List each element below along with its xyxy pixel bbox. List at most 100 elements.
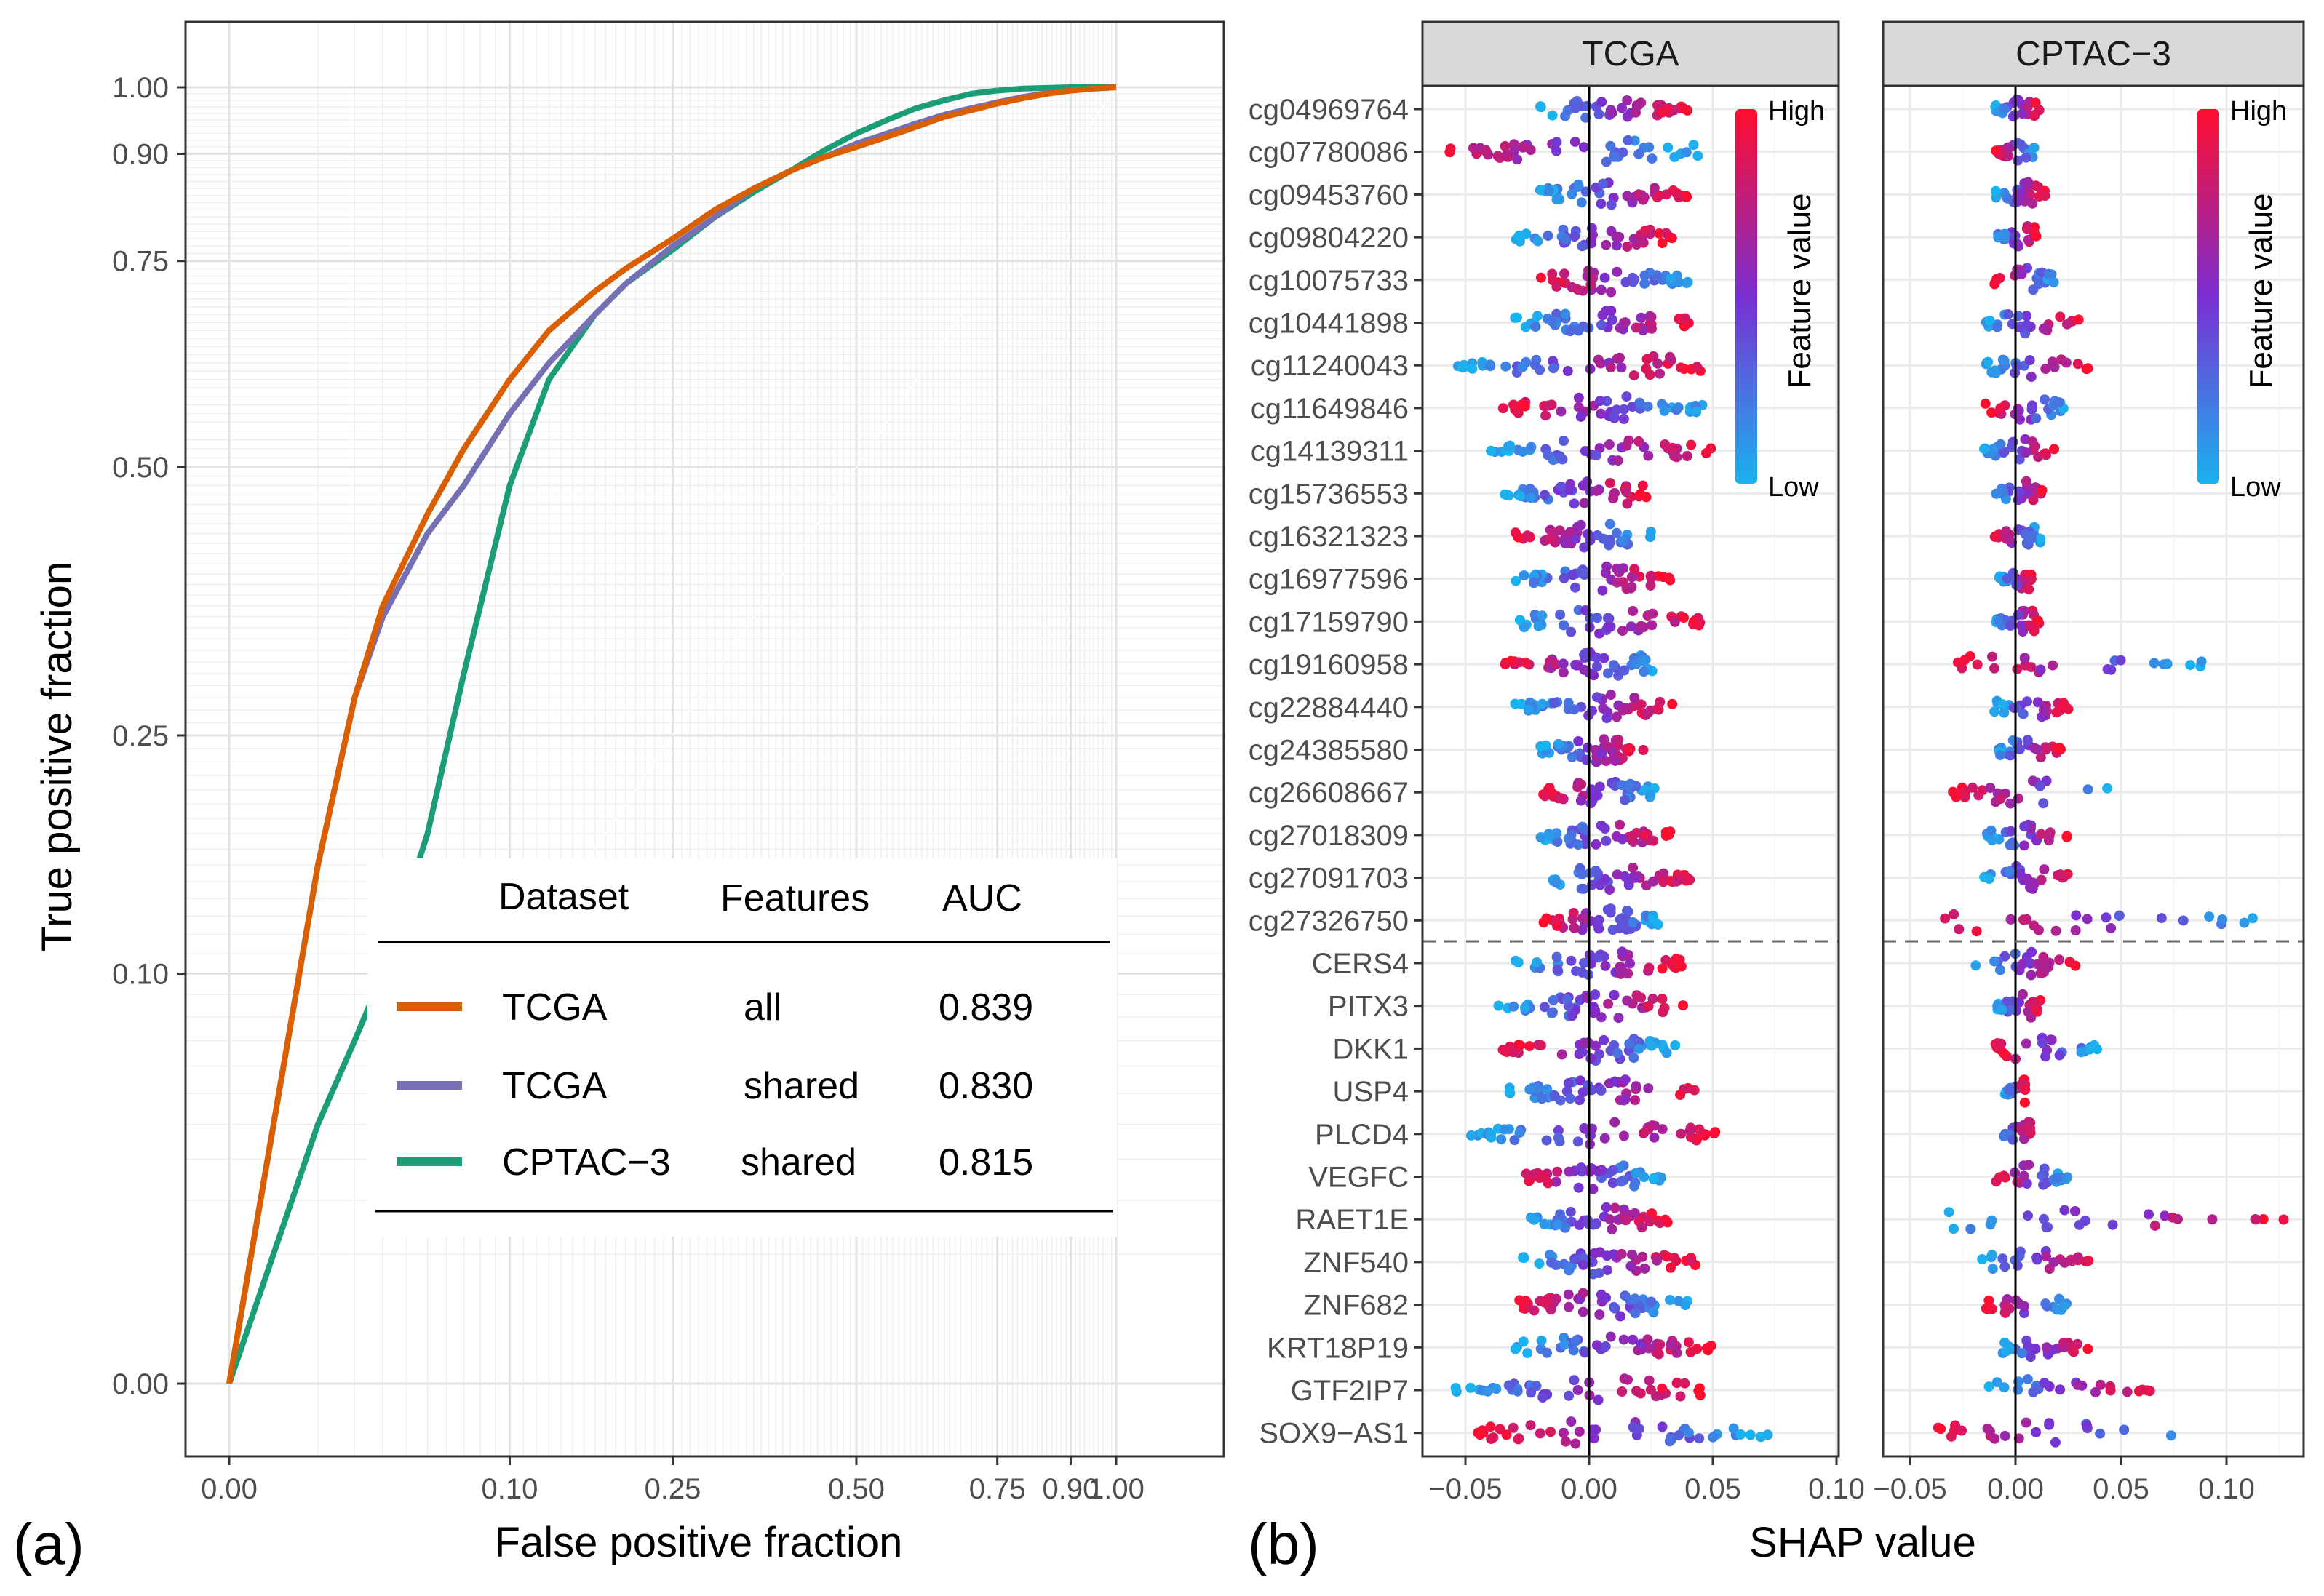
shap-point [2005, 750, 2015, 761]
shap-point [1689, 1085, 1700, 1096]
shap-point [1611, 240, 1622, 251]
shap-point [1513, 657, 1524, 668]
shap-point [2021, 223, 2032, 234]
shap-point [1989, 663, 1999, 674]
shap-point [2032, 615, 2043, 626]
shap-point [1599, 1133, 1610, 1144]
shap-point [1555, 1209, 1566, 1220]
shap-point [1607, 1224, 1617, 1234]
colorbar-tcga-high: High [1768, 96, 1825, 127]
shap-point [1514, 1128, 1525, 1138]
shap-point [1940, 913, 1951, 924]
shap-point [2069, 1206, 2080, 1216]
colorbar-cptac: High Low Feature value [2197, 96, 2287, 503]
shap-point [2072, 1379, 2083, 1390]
shap-x-tick-label: 0.00 [1987, 1473, 2044, 1505]
roc-x-axis-title: False positive fraction [495, 1519, 903, 1566]
shap-point [1655, 368, 1666, 379]
shap-point [1642, 401, 1653, 412]
shap-point [1503, 1380, 1514, 1391]
shap-point [1591, 839, 1601, 850]
shap-point [1629, 693, 1640, 703]
shap-point [1518, 141, 1529, 152]
shap-point [1529, 1305, 1540, 1316]
shap-point [1618, 1095, 1629, 1106]
shap-point [2144, 1209, 2154, 1220]
shap-point [2081, 364, 2092, 375]
shap-point [1535, 1428, 1545, 1439]
shap-point [1652, 358, 1663, 369]
shap-point [2122, 1386, 2133, 1397]
shap-point [1671, 452, 1682, 463]
shap-point [1695, 1390, 1706, 1401]
shap-point [2031, 997, 2042, 1008]
shap-point [1609, 989, 1620, 1000]
shap-point [1591, 450, 1601, 460]
shap-point [1563, 698, 1574, 709]
shap-point [1634, 397, 1645, 408]
shap-point [1606, 306, 1617, 316]
shap-point [1639, 666, 1650, 677]
shap-point [2095, 1428, 2106, 1439]
shap-point [1992, 274, 2003, 285]
shap-point [1745, 1429, 1756, 1440]
shap-point [1639, 1263, 1650, 1274]
shap-point [1567, 188, 1577, 199]
shap-point [1997, 1005, 2007, 1016]
feature-label: USP4 [1333, 1076, 1409, 1108]
shap-point [2027, 198, 2038, 209]
shap-point [1589, 1248, 1600, 1258]
shap-point [1630, 872, 1641, 883]
shap-point [2062, 319, 2072, 330]
shap-point [2011, 361, 2022, 372]
shap-point [1694, 1433, 1705, 1444]
shap-point [1577, 869, 1588, 880]
shap-point [1636, 97, 1647, 108]
shap-point [2040, 394, 2050, 405]
shap-points [1444, 95, 2289, 1449]
shap-x-tick-labels: −0.05 0.00 0.05 0.10 −0.05 0.00 0.05 0.10 [1428, 1456, 2255, 1505]
shap-point [1995, 439, 2006, 450]
feature-label: cg27091703 [1249, 863, 1409, 895]
shap-point [1657, 1383, 1668, 1394]
shap-point [1612, 869, 1623, 880]
shap-point [1552, 837, 1563, 847]
shap-point [1526, 442, 1537, 452]
shap-point [1959, 655, 1970, 666]
shap-point [1548, 363, 1559, 374]
shap-point [1639, 278, 1650, 289]
feature-label: cg14139311 [1251, 436, 1409, 468]
shap-point [1568, 908, 1579, 918]
panel-label-b: (b) [1248, 1512, 1319, 1576]
shap-point [2005, 866, 2015, 877]
shap-point [1596, 284, 1607, 295]
shap-point [1590, 989, 1601, 1000]
shap-point [1522, 530, 1533, 541]
shap-point [1666, 274, 1676, 284]
shap-point [1999, 1382, 2010, 1393]
shap-point [1565, 1206, 1576, 1217]
shap-point [1537, 610, 1548, 621]
shap-point [1486, 445, 1497, 456]
shap-point [2024, 355, 2035, 366]
shap-point [2082, 784, 2093, 795]
shap-point [1577, 285, 1588, 296]
shap-point [2023, 177, 2034, 188]
roc-y-tick-label: 0.10 [112, 958, 169, 990]
shap-point [1989, 956, 2000, 967]
legend-auc-3: 0.815 [939, 1141, 1033, 1184]
shap-point [1537, 1093, 1547, 1104]
shap-point [1500, 361, 1511, 372]
shap-point [2217, 914, 2228, 925]
shap-point [1631, 107, 1641, 118]
shap-point [2023, 1124, 2034, 1135]
feature-label: CERS4 [1312, 948, 1409, 980]
shap-point [1665, 1295, 1675, 1305]
shap-point [1543, 829, 1554, 839]
shap-point [2114, 911, 2125, 921]
shap-point [1660, 439, 1671, 450]
shap-point [2049, 444, 2060, 455]
facet-strip-tcga [1421, 20, 1840, 87]
shap-point [2040, 1298, 2051, 1309]
